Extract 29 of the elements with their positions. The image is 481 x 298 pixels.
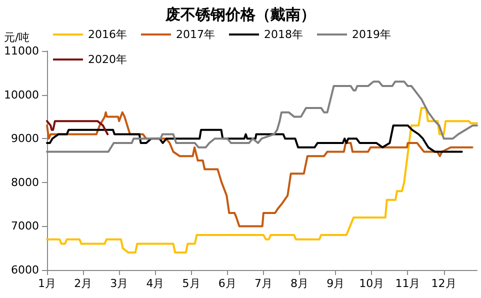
y-tick-label: 9000 xyxy=(11,132,39,146)
y-tick-label: 8000 xyxy=(11,176,39,189)
x-tick-label: 12月 xyxy=(431,277,456,290)
x-tick-label: 6月 xyxy=(218,277,236,290)
line-series xyxy=(46,120,109,136)
y-tick-label: 10000 xyxy=(4,88,39,102)
x-tick-label: 9月 xyxy=(326,277,345,290)
chart-title: 废不锈钢价格（戴南） xyxy=(164,6,316,24)
line-series xyxy=(46,124,463,153)
x-tick-label: 11月 xyxy=(395,277,420,290)
y-tick-label: 11000 xyxy=(4,44,39,58)
legend-label: 2017年 xyxy=(176,28,215,41)
x-tick-label: 1月 xyxy=(38,277,56,290)
legend-label: 2019年 xyxy=(352,28,391,41)
x-tick-label: 4月 xyxy=(146,277,164,290)
legend-label: 2018年 xyxy=(264,28,303,41)
x-tick-label: 5月 xyxy=(182,277,200,290)
x-tick-label: 3月 xyxy=(110,277,128,290)
y-axis-title: 元/吨 xyxy=(4,31,30,44)
y-tick-label: 7000 xyxy=(11,220,39,233)
y-tick-label: 6000 xyxy=(11,264,39,276)
legend-label: 2016年 xyxy=(88,28,127,41)
x-tick-label: 8月 xyxy=(290,277,309,290)
x-tick-label: 2月 xyxy=(74,277,92,290)
x-tick-label: 7月 xyxy=(254,277,272,290)
line-series xyxy=(46,106,478,254)
legend-label: 2020年 xyxy=(88,53,127,66)
x-tick-label: 10月 xyxy=(359,277,384,290)
line-series xyxy=(46,111,474,228)
